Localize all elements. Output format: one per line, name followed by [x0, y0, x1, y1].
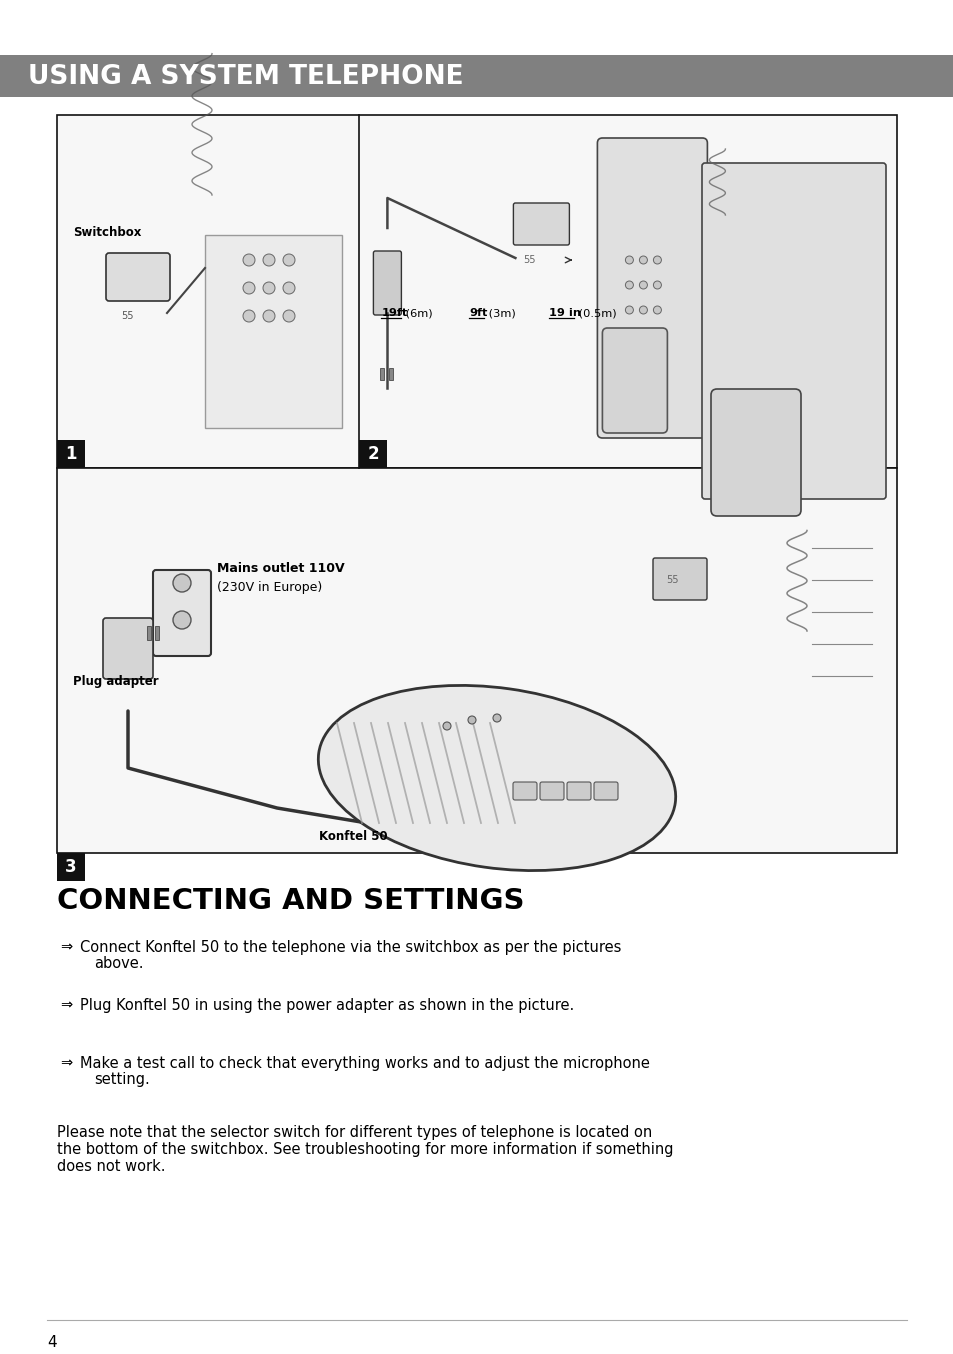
Circle shape [243, 255, 254, 265]
FancyBboxPatch shape [594, 783, 618, 800]
Bar [380, 368, 384, 380]
Circle shape [172, 611, 191, 630]
Text: 9ft: 9ft [469, 307, 487, 318]
Bar [154, 626, 159, 640]
FancyBboxPatch shape [597, 138, 707, 437]
Circle shape [625, 256, 633, 264]
Text: ⇒: ⇒ [60, 1056, 72, 1071]
Bar [0, 56, 953, 97]
Bar [57, 115, 896, 468]
Text: Konftel 50: Konftel 50 [318, 830, 387, 842]
Text: Switchbox: Switchbox [73, 226, 141, 240]
Text: USING A SYSTEM TELEPHONE: USING A SYSTEM TELEPHONE [28, 64, 463, 89]
Text: 2: 2 [367, 445, 378, 463]
FancyBboxPatch shape [513, 203, 569, 245]
Text: does not work.: does not work. [57, 1159, 165, 1174]
FancyBboxPatch shape [701, 162, 885, 500]
Circle shape [468, 716, 476, 724]
Circle shape [493, 714, 500, 722]
Text: (230V in Europe): (230V in Europe) [216, 581, 322, 594]
Text: (0.5m): (0.5m) [575, 307, 617, 318]
Circle shape [243, 282, 254, 294]
Ellipse shape [318, 685, 675, 871]
Circle shape [263, 310, 274, 322]
Circle shape [442, 722, 451, 730]
FancyBboxPatch shape [152, 570, 211, 655]
Text: Plug Konftel 50 in using the power adapter as shown in the picture.: Plug Konftel 50 in using the power adapt… [80, 998, 574, 1013]
FancyBboxPatch shape [539, 783, 563, 800]
Text: CONNECTING AND SETTINGS: CONNECTING AND SETTINGS [57, 887, 524, 915]
Text: the bottom of the switchbox. See troubleshooting for more information if somethi: the bottom of the switchbox. See trouble… [57, 1141, 673, 1158]
Text: 55: 55 [121, 311, 133, 321]
Text: Make a test call to check that everything works and to adjust the microphone: Make a test call to check that everythin… [80, 1056, 649, 1071]
FancyBboxPatch shape [710, 389, 801, 516]
Bar [57, 440, 85, 468]
Bar [359, 440, 387, 468]
Circle shape [653, 306, 660, 314]
FancyBboxPatch shape [601, 328, 667, 433]
FancyBboxPatch shape [103, 617, 152, 678]
Text: 55: 55 [665, 575, 678, 585]
Circle shape [653, 330, 660, 338]
Text: Mains outlet 110V: Mains outlet 110V [216, 562, 344, 574]
Text: 19 in: 19 in [549, 307, 581, 318]
FancyBboxPatch shape [652, 558, 706, 600]
Bar [147, 626, 151, 640]
Circle shape [263, 255, 274, 265]
Text: 55: 55 [522, 255, 535, 265]
Circle shape [639, 282, 647, 288]
Circle shape [625, 330, 633, 338]
Circle shape [653, 256, 660, 264]
Text: Please note that the selector switch for different types of telephone is located: Please note that the selector switch for… [57, 1125, 652, 1140]
Circle shape [639, 256, 647, 264]
Circle shape [639, 330, 647, 338]
Circle shape [243, 310, 254, 322]
Text: (3m): (3m) [485, 307, 516, 318]
Text: ⇒: ⇒ [60, 940, 72, 955]
Circle shape [283, 310, 294, 322]
Circle shape [263, 282, 274, 294]
Circle shape [653, 282, 660, 288]
Text: 3: 3 [65, 858, 77, 876]
Polygon shape [205, 236, 341, 428]
Text: above.: above. [94, 956, 143, 971]
FancyBboxPatch shape [513, 783, 537, 800]
Circle shape [172, 574, 191, 592]
Text: ⇒: ⇒ [60, 998, 72, 1013]
Bar [57, 853, 85, 881]
Bar [389, 368, 393, 380]
FancyBboxPatch shape [373, 250, 401, 315]
Text: 4: 4 [47, 1335, 56, 1350]
FancyBboxPatch shape [106, 253, 170, 301]
Circle shape [283, 282, 294, 294]
Bar [57, 468, 896, 853]
Text: Plug adapter: Plug adapter [73, 674, 158, 688]
Circle shape [625, 306, 633, 314]
Text: Connect Konftel 50 to the telephone via the switchbox as per the pictures: Connect Konftel 50 to the telephone via … [80, 940, 620, 955]
Text: setting.: setting. [94, 1072, 150, 1087]
Text: (6m): (6m) [402, 307, 433, 318]
Circle shape [639, 306, 647, 314]
Text: 1: 1 [65, 445, 76, 463]
Circle shape [283, 255, 294, 265]
Text: 19ft: 19ft [381, 307, 407, 318]
Circle shape [625, 282, 633, 288]
FancyBboxPatch shape [566, 783, 590, 800]
